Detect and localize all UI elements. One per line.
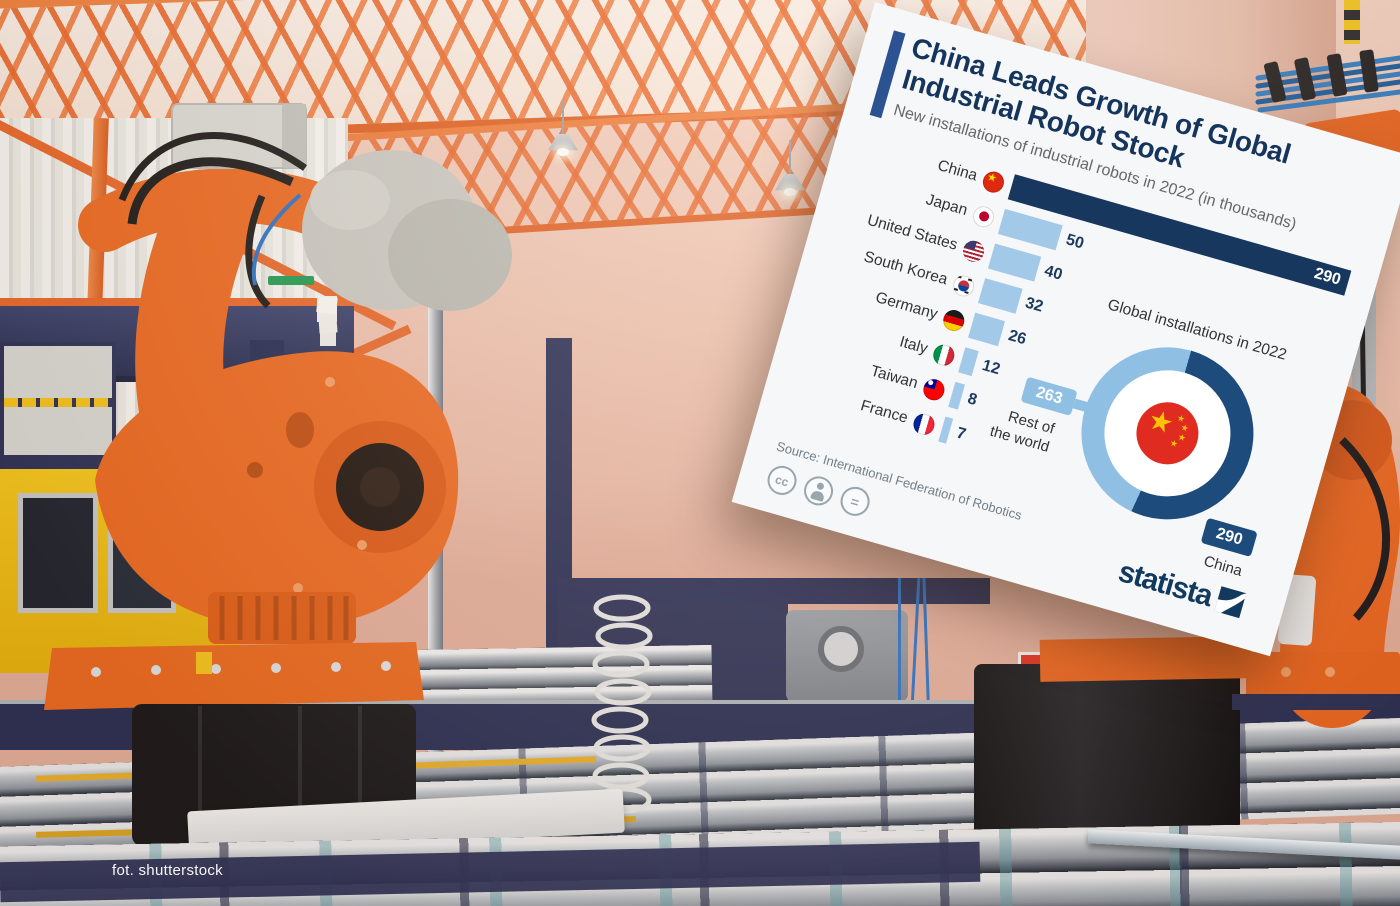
country-flag-icon bbox=[921, 376, 948, 403]
ceiling-lamp bbox=[775, 140, 805, 196]
robot-cable bbox=[127, 157, 294, 225]
robot-waist bbox=[208, 592, 356, 644]
statista-logo-mark bbox=[1214, 586, 1247, 619]
robot-shoulder-body bbox=[95, 351, 459, 629]
note-tag bbox=[316, 295, 338, 315]
bar-value: 26 bbox=[1006, 327, 1029, 349]
statista-logo: statista bbox=[1115, 555, 1247, 619]
infographic-card: China Leads Growth of Global Industrial … bbox=[731, 2, 1400, 657]
hazard-stripe-pipe bbox=[1344, 0, 1360, 44]
bar-value bbox=[1011, 299, 1019, 301]
bar-value bbox=[1052, 236, 1060, 238]
bar-value bbox=[1030, 267, 1038, 269]
ceiling-lamp bbox=[548, 100, 578, 156]
cc-icon: cc bbox=[764, 462, 800, 499]
bar-value: 32 bbox=[1023, 294, 1046, 316]
coiled-hose bbox=[591, 594, 653, 814]
china-flag-icon: ★ ★ ★ ★ ★ bbox=[1129, 394, 1206, 472]
note-tag bbox=[318, 317, 338, 334]
bar-value: 50 bbox=[1063, 231, 1086, 253]
cc-nd-equals-icon: = bbox=[837, 483, 874, 520]
bar bbox=[968, 312, 1006, 347]
bar-value: 8 bbox=[965, 390, 979, 410]
bar-value: 7 bbox=[954, 424, 968, 444]
exit-sign bbox=[268, 276, 314, 285]
bar-value: 290 bbox=[1312, 264, 1343, 289]
photo-credit: fot. shutterstock bbox=[112, 862, 223, 879]
bar-value bbox=[953, 395, 961, 397]
bar bbox=[948, 381, 965, 410]
country-flag-icon bbox=[960, 237, 987, 264]
bar bbox=[938, 416, 954, 444]
robot-arm-left bbox=[44, 103, 512, 846]
bar-value bbox=[994, 332, 1002, 334]
bar-value bbox=[968, 362, 976, 364]
bar-value bbox=[942, 429, 950, 431]
bar bbox=[958, 347, 980, 377]
robot-base bbox=[44, 642, 424, 710]
bar bbox=[978, 278, 1023, 314]
bar-value: 12 bbox=[980, 357, 1002, 379]
cc-by-person-icon bbox=[800, 472, 837, 509]
